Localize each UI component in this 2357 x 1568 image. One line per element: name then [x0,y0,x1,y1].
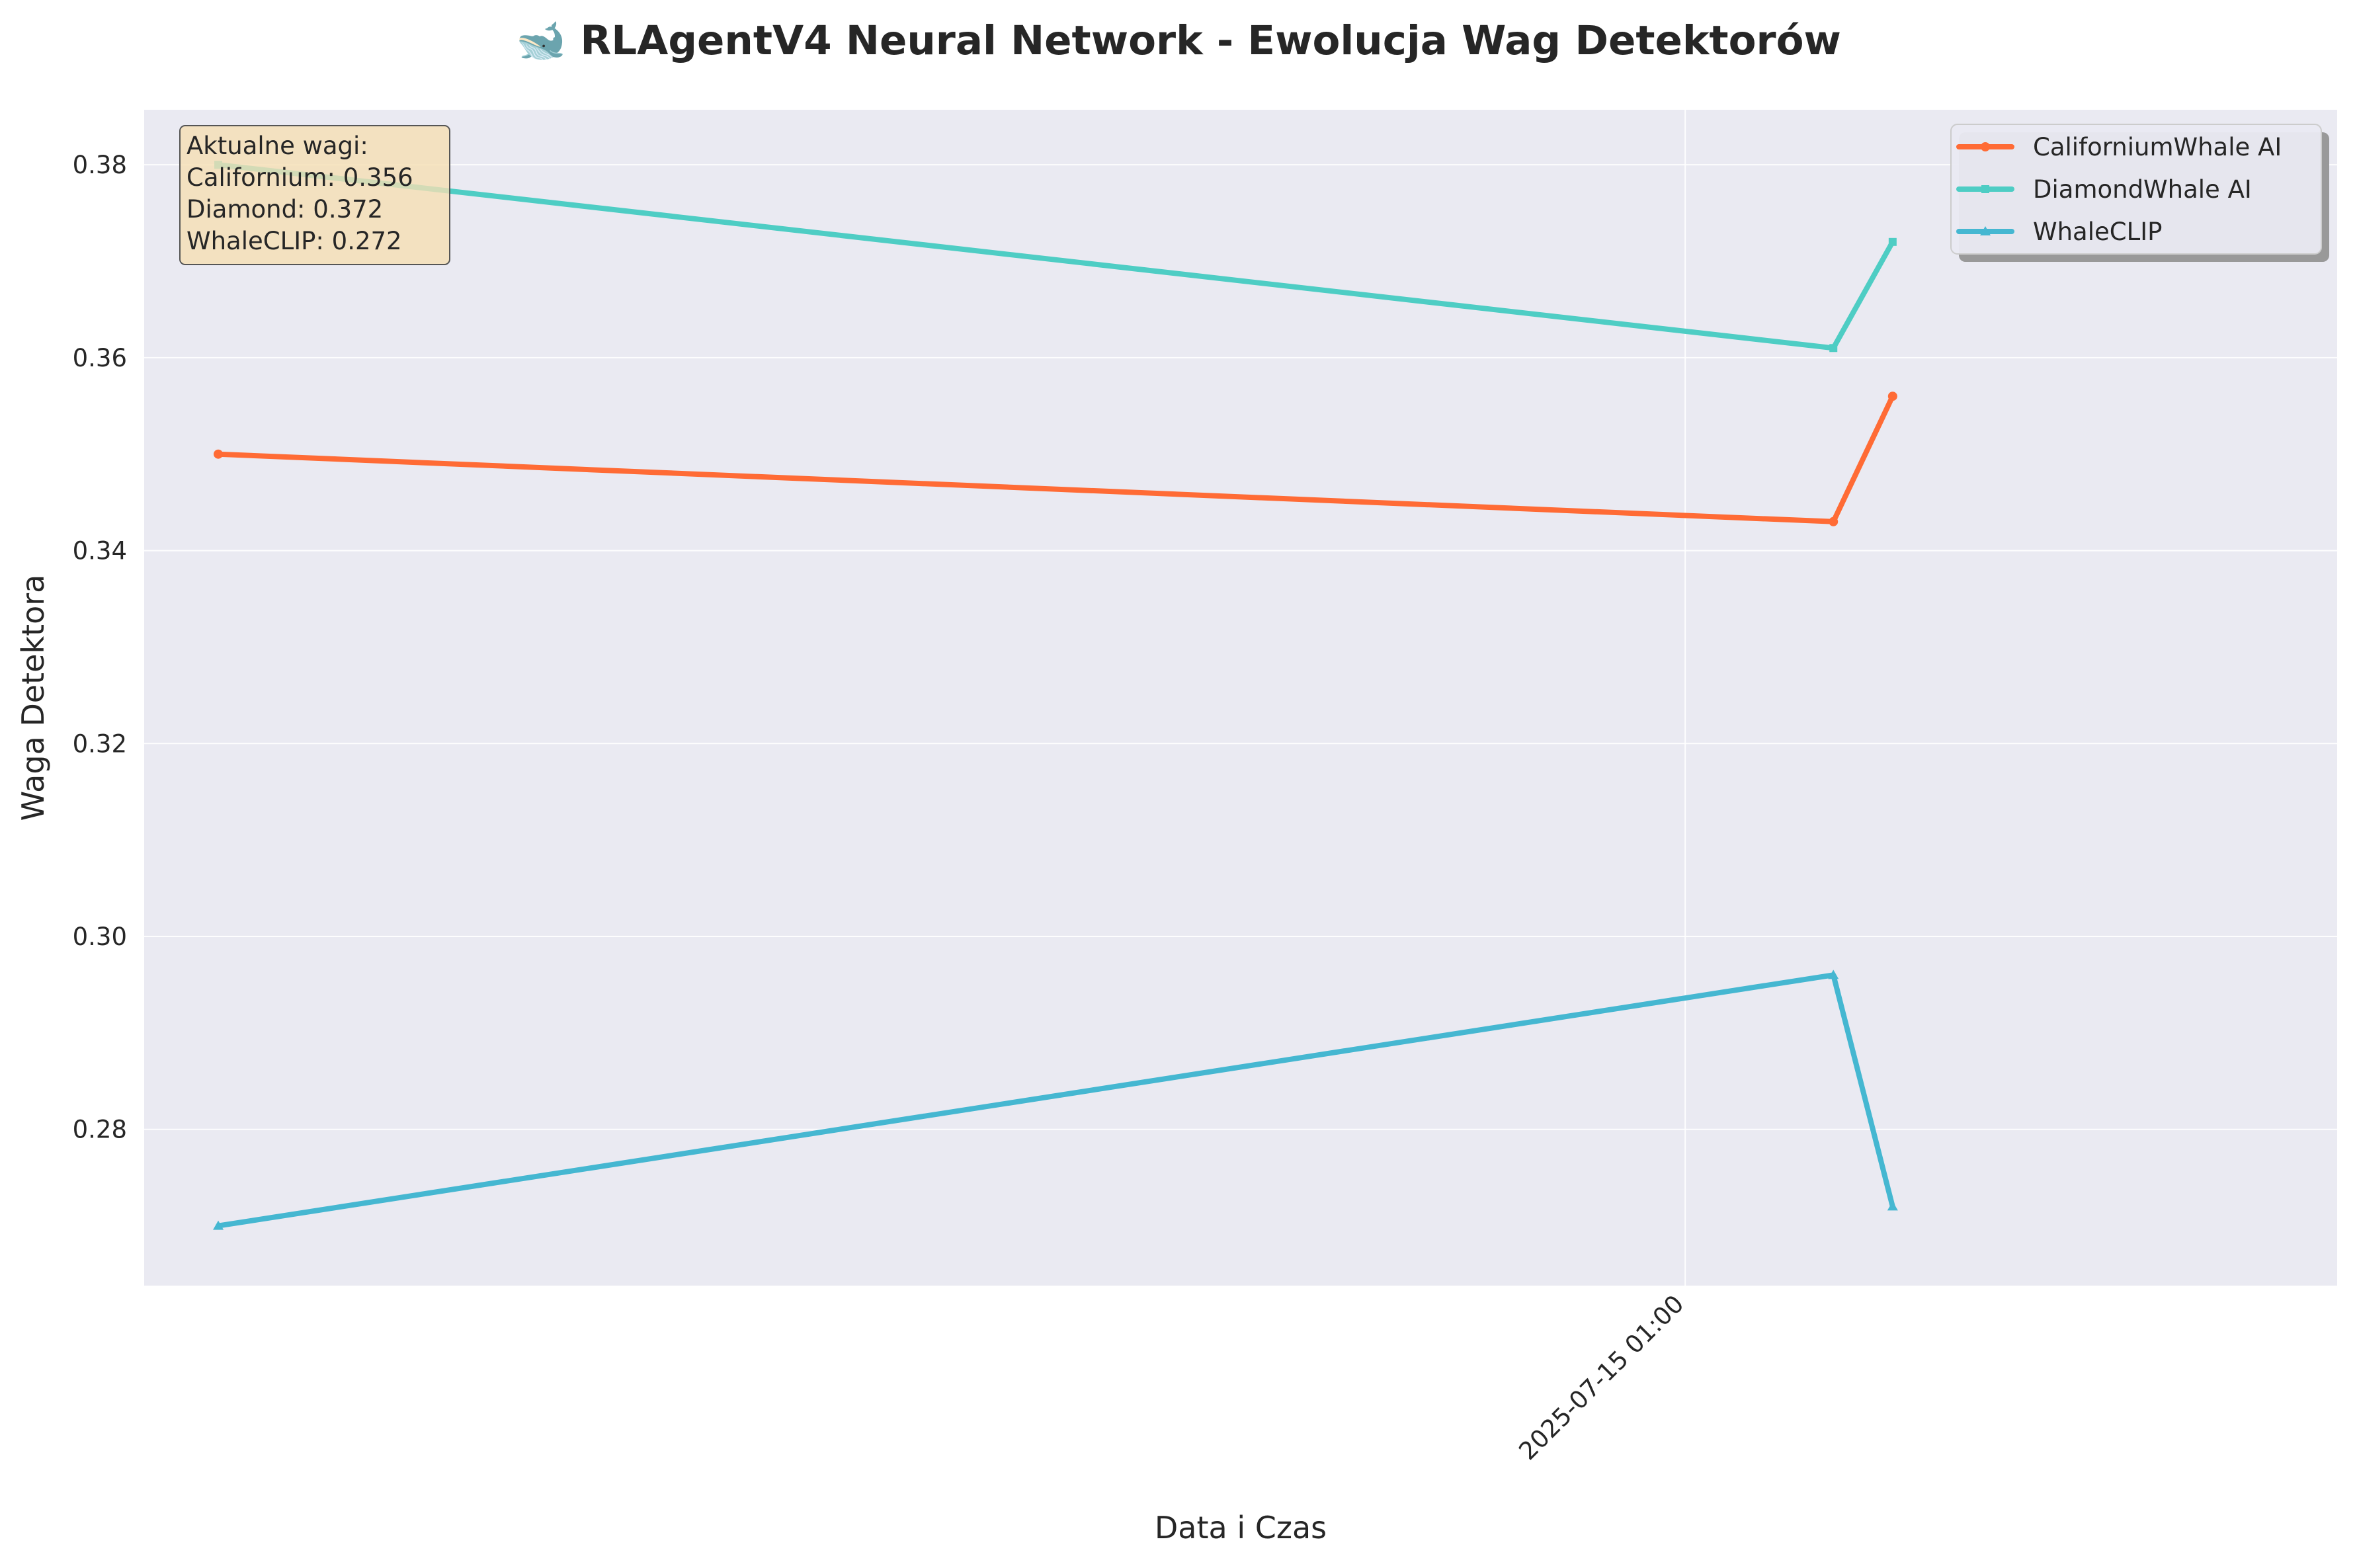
data-point-1 [1829,344,1838,352]
current-weights-title: Aktualne wagi: [186,132,368,160]
data-point-1 [1888,237,1897,246]
legend-box [1950,124,2322,255]
current-weights-box: Aktualne wagi: Californium: 0.356 Diamon… [179,125,450,265]
data-point-0 [1887,392,1897,401]
current-weight-californium: Californium: 0.356 [186,163,413,192]
legend-marker-1 [1981,185,1989,193]
legend-marker-2 [1980,226,1991,235]
current-weight-whaleclip: WhaleCLIP: 0.272 [186,227,402,255]
data-point-0 [214,449,224,459]
legend-marker-0 [1981,142,1990,151]
y-tick-label: 0.30 [73,923,127,951]
data-point-2 [1887,1201,1898,1211]
y-tick-label: 0.34 [73,537,127,565]
data-point-2 [213,1220,224,1230]
chart-title: 🐋 RLAgentV4 Neural Network - Ewolucja Wa… [516,17,1841,64]
data-point-0 [1829,516,1839,526]
data-point-2 [1828,970,1839,979]
y-axis-ticks: 0.28 0.30 0.32 0.34 0.36 0.38 [73,151,127,1144]
y-axis-label: Waga Detektora [15,575,51,821]
legend-label-1: DiamondWhale AI [2033,175,2252,204]
x-axis-label: Data i Czas [1155,1510,1327,1546]
y-tick-label: 0.36 [73,344,127,372]
legend-label-2: WhaleCLIP [2033,218,2162,246]
current-weight-diamond: Diamond: 0.372 [186,195,383,224]
legend-label-0: CaliforniumWhale AI [2033,133,2282,161]
current-weights-box-bg [179,125,450,265]
y-tick-label: 0.32 [73,729,127,758]
y-tick-label: 0.38 [73,151,127,179]
legend-items: CaliforniumWhale AI DiamondWhale AI WhaleC… [1956,133,2282,246]
legend: CaliforniumWhale AI DiamondWhale AI WhaleC… [1950,124,2329,262]
y-tick-label: 0.28 [73,1116,127,1144]
plot-area [144,110,2337,1286]
